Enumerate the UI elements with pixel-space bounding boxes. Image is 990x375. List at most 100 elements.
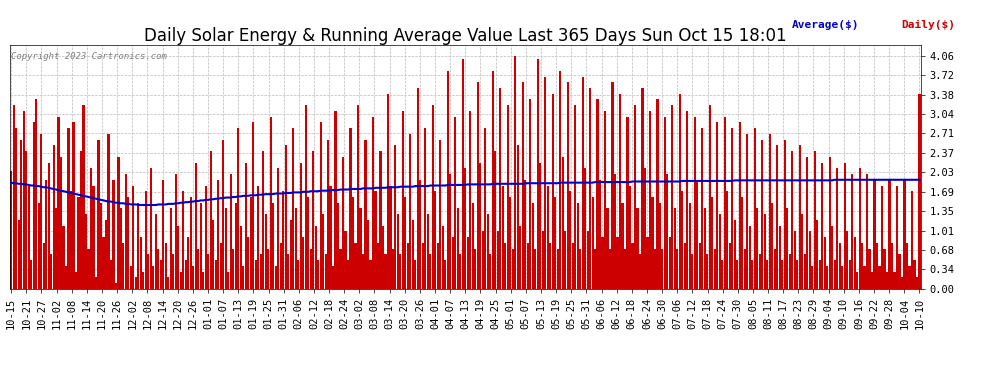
Bar	[182, 191, 184, 289]
Bar	[686, 111, 688, 289]
Bar	[445, 260, 446, 289]
Bar	[113, 180, 115, 289]
Bar	[559, 71, 561, 289]
Bar	[185, 260, 187, 289]
Bar	[876, 243, 878, 289]
Bar	[357, 105, 359, 289]
Bar	[497, 231, 499, 289]
Bar	[92, 186, 95, 289]
Bar	[871, 272, 873, 289]
Bar	[402, 111, 404, 289]
Bar	[180, 272, 182, 289]
Bar	[829, 157, 831, 289]
Bar	[367, 220, 369, 289]
Bar	[248, 237, 249, 289]
Bar	[249, 197, 251, 289]
Bar	[482, 231, 484, 289]
Bar	[38, 203, 40, 289]
Bar	[724, 117, 726, 289]
Bar	[524, 180, 527, 289]
Bar	[653, 249, 656, 289]
Bar	[305, 105, 307, 289]
Bar	[369, 260, 371, 289]
Bar	[337, 203, 340, 289]
Bar	[430, 254, 432, 289]
Bar	[230, 174, 232, 289]
Bar	[57, 117, 59, 289]
Bar	[589, 88, 591, 289]
Bar	[354, 243, 356, 289]
Bar	[45, 180, 48, 289]
Title: Daily Solar Energy & Running Average Value Last 365 Days Sun Oct 15 18:01: Daily Solar Energy & Running Average Val…	[144, 27, 787, 45]
Bar	[544, 76, 546, 289]
Bar	[816, 220, 818, 289]
Bar	[639, 254, 642, 289]
Bar	[384, 254, 386, 289]
Bar	[432, 105, 434, 289]
Bar	[75, 272, 77, 289]
Bar	[70, 191, 72, 289]
Bar	[529, 99, 532, 289]
Bar	[556, 249, 558, 289]
Bar	[65, 266, 67, 289]
Bar	[619, 94, 621, 289]
Bar	[732, 128, 734, 289]
Bar	[727, 191, 729, 289]
Bar	[684, 243, 686, 289]
Bar	[159, 260, 162, 289]
Bar	[661, 249, 663, 289]
Bar	[494, 151, 496, 289]
Bar	[48, 163, 50, 289]
Bar	[148, 254, 149, 289]
Bar	[502, 186, 504, 289]
Bar	[243, 266, 245, 289]
Bar	[484, 128, 486, 289]
Bar	[374, 191, 376, 289]
Bar	[637, 209, 639, 289]
Bar	[753, 128, 755, 289]
Bar	[853, 237, 855, 289]
Bar	[696, 180, 698, 289]
Bar	[67, 128, 69, 289]
Bar	[669, 237, 671, 289]
Bar	[519, 226, 522, 289]
Bar	[581, 76, 584, 289]
Bar	[916, 277, 918, 289]
Bar	[52, 146, 54, 289]
Bar	[152, 266, 154, 289]
Bar	[622, 203, 624, 289]
Bar	[107, 134, 110, 289]
Bar	[325, 254, 327, 289]
Bar	[737, 260, 739, 289]
Bar	[646, 237, 648, 289]
Bar	[607, 209, 609, 289]
Bar	[170, 209, 172, 289]
Bar	[87, 249, 89, 289]
Bar	[806, 157, 808, 289]
Bar	[512, 249, 514, 289]
Bar	[190, 197, 192, 289]
Bar	[722, 260, 724, 289]
Bar	[846, 231, 848, 289]
Bar	[514, 56, 516, 289]
Bar	[586, 231, 589, 289]
Bar	[349, 128, 351, 289]
Bar	[312, 151, 314, 289]
Bar	[699, 243, 701, 289]
Bar	[177, 226, 179, 289]
Bar	[656, 99, 658, 289]
Bar	[843, 163, 845, 289]
Bar	[814, 151, 816, 289]
Bar	[72, 122, 74, 289]
Bar	[362, 254, 364, 289]
Bar	[642, 88, 644, 289]
Bar	[679, 94, 681, 289]
Bar	[535, 249, 537, 289]
Bar	[839, 243, 841, 289]
Bar	[167, 277, 169, 289]
Bar	[30, 260, 32, 289]
Bar	[300, 163, 302, 289]
Bar	[537, 59, 539, 289]
Bar	[110, 260, 112, 289]
Bar	[382, 226, 384, 289]
